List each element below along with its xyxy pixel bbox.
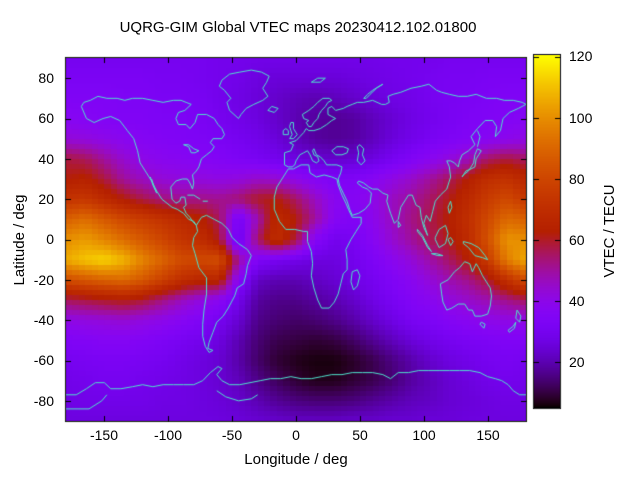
colorbar-tick-label: 100 [569, 110, 593, 126]
colorbar-tick-label: 20 [569, 354, 585, 370]
y-tick-label: -40 [33, 312, 54, 328]
x-tick-label: -150 [89, 427, 119, 443]
x-tick-label: -100 [153, 427, 183, 443]
y-tick-label: 40 [38, 151, 54, 167]
y-tick-label: -20 [33, 272, 54, 288]
x-tick-label: 50 [352, 427, 368, 443]
x-tick-label: 150 [476, 427, 500, 443]
colorbar-axis-label: VTEC / TECU [601, 184, 618, 278]
chart-title: UQRG-GIM Global VTEC maps 20230412.102.0… [119, 19, 477, 36]
colorbar-tick-label: 120 [569, 48, 593, 64]
y-axis-label: Latitude / deg [11, 194, 28, 286]
colorbar-tick-label: 40 [569, 293, 585, 309]
x-axis-label: Longitude / deg [244, 451, 348, 468]
x-tick-label: 0 [292, 427, 300, 443]
y-tick-label: 60 [38, 110, 54, 126]
y-tick-label: 80 [38, 70, 54, 86]
y-tick-label: -60 [33, 352, 54, 368]
x-tick-label: 100 [412, 427, 436, 443]
colorbar-tick-label: 60 [569, 232, 585, 248]
x-tick-label: -50 [221, 427, 243, 443]
y-tick-label: 0 [46, 231, 54, 247]
y-tick-label: -80 [33, 393, 54, 409]
colorbar-tick-label: 80 [569, 171, 585, 187]
y-tick-label: 20 [38, 191, 54, 207]
